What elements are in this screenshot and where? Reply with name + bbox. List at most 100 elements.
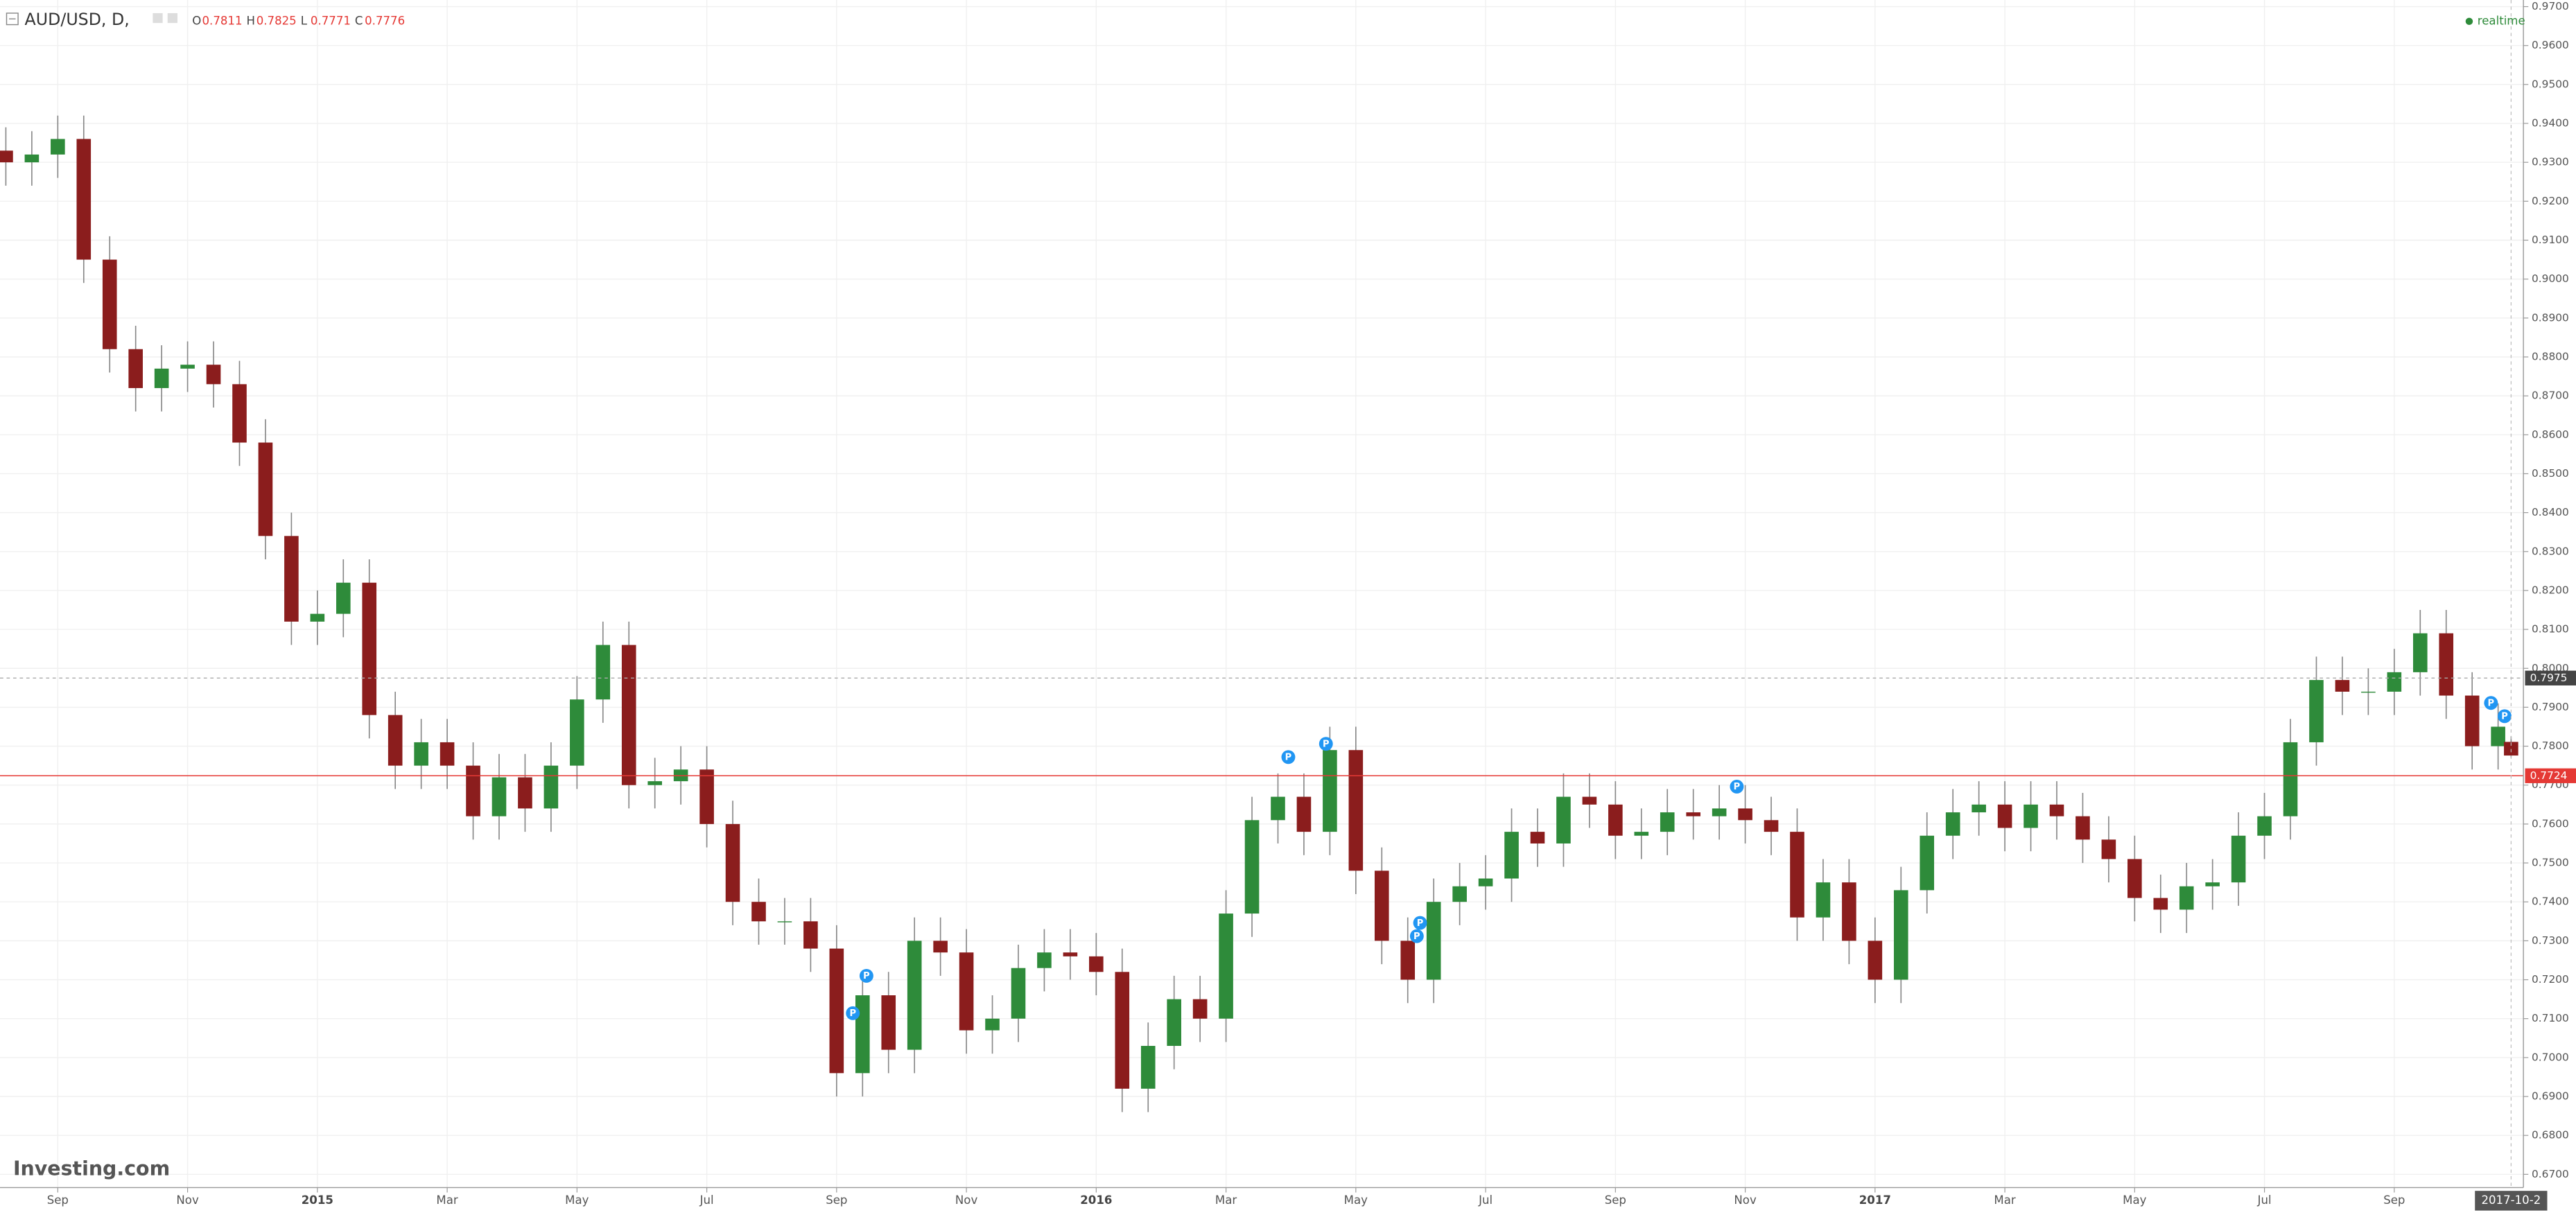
- candle-body: [1686, 812, 1700, 816]
- candle-body: [310, 613, 325, 622]
- candle-body: [2335, 680, 2350, 692]
- candle-body: [51, 139, 65, 155]
- candle-body: [1764, 820, 1779, 832]
- candle-body: [2101, 839, 2116, 859]
- candle-body: [699, 769, 714, 824]
- y-tick-label: 0.8500: [2532, 467, 2569, 480]
- candle-body: [1920, 835, 1935, 891]
- candle-body: [102, 259, 117, 349]
- y-tick-label: 0.7600: [2532, 817, 2569, 830]
- candle-body: [1608, 804, 1623, 836]
- candle-body: [1271, 796, 1285, 821]
- collapse-button[interactable]: [6, 12, 19, 26]
- close-button[interactable]: [167, 12, 177, 24]
- candle-body: [518, 777, 532, 809]
- candle-body: [2412, 633, 2428, 672]
- event-marker-label: P: [2488, 698, 2495, 708]
- candle-body: [1738, 808, 1752, 821]
- candle-body: [1504, 832, 1519, 879]
- candle-body: [570, 699, 584, 766]
- event-marker-label: P: [849, 1008, 856, 1019]
- candle-body: [2049, 804, 2064, 816]
- candle-body: [803, 921, 818, 949]
- candle-body: [1063, 952, 1078, 956]
- candle-body: [206, 365, 221, 385]
- y-tick-label: 0.8300: [2532, 545, 2569, 557]
- y-tick-label: 0.7000: [2532, 1051, 2569, 1063]
- candle-body: [1192, 999, 1208, 1019]
- candle-body: [2205, 882, 2220, 886]
- price-label: 0.7975: [2530, 672, 2568, 684]
- candle-body: [336, 582, 351, 614]
- y-tick-label: 0.8200: [2532, 584, 2569, 596]
- ohlc-key: L: [301, 14, 308, 27]
- x-tick-label: 2017: [1859, 1194, 1891, 1207]
- candle-body: [2153, 898, 2168, 910]
- y-tick-label: 0.9500: [2532, 78, 2569, 90]
- event-marker[interactable]: [2484, 696, 2498, 710]
- y-tick-label: 0.8700: [2532, 390, 2569, 402]
- ohlc-legend: O 0.7811 H 0.7825 L 0.7771 C 0.7776: [192, 14, 405, 27]
- y-tick-label: 0.9200: [2532, 195, 2569, 207]
- candle-body: [388, 715, 403, 766]
- event-marker-label: P: [1417, 918, 1424, 929]
- candle-body: [1426, 902, 1441, 980]
- candle-body: [1634, 832, 1649, 836]
- y-tick-label: 0.9600: [2532, 39, 2569, 51]
- event-marker[interactable]: [859, 968, 873, 983]
- candle-body: [855, 995, 870, 1074]
- candle-body: [1660, 812, 1675, 832]
- candle-body: [1997, 804, 2012, 828]
- x-tick-label: Jul: [1478, 1194, 1492, 1207]
- candle-body: [1348, 750, 1364, 871]
- candle-body: [1244, 820, 1260, 914]
- candle-body: [76, 139, 92, 260]
- ohlc-value: 0.7825: [256, 14, 297, 27]
- y-tick-label: 0.7200: [2532, 973, 2569, 986]
- y-tick-label: 0.8400: [2532, 506, 2569, 518]
- event-marker-label: P: [1734, 782, 1741, 792]
- x-tick-label: Mar: [1994, 1194, 2015, 1207]
- y-tick-label: 0.7400: [2532, 895, 2569, 908]
- candle-body: [595, 645, 611, 700]
- candle-body: [881, 995, 896, 1050]
- candle-body: [180, 365, 195, 369]
- price-label: 0.7724: [2530, 769, 2568, 782]
- event-marker-label: P: [863, 971, 870, 981]
- event-marker[interactable]: [2498, 709, 2512, 724]
- x-tick-label: Jul: [699, 1194, 714, 1207]
- x-tick-label: Nov: [1734, 1194, 1757, 1207]
- candle-body: [128, 349, 143, 388]
- x-tick-label: Mar: [1215, 1194, 1237, 1207]
- event-marker[interactable]: [1413, 916, 1427, 930]
- candle-body: [751, 902, 766, 922]
- event-marker[interactable]: [1409, 929, 1424, 943]
- axes: 0.6700 0.6800 0.6900 0.7000 0.7100 0.7200 0.73…: [47, 0, 2576, 1211]
- date-label: 2017-10-2: [2481, 1194, 2541, 1207]
- candle-body: [491, 777, 507, 816]
- candle-body: [1530, 832, 1545, 843]
- settings-button[interactable]: [153, 12, 163, 24]
- event-marker[interactable]: [846, 1006, 860, 1020]
- candle-body: [2439, 633, 2454, 696]
- candle-body: [1167, 999, 1181, 1047]
- candle-body: [2504, 742, 2518, 756]
- ohlc-key: H: [246, 14, 254, 27]
- event-marker[interactable]: [1281, 750, 1296, 764]
- candle-body: [466, 765, 480, 816]
- y-tick-label: 0.7100: [2532, 1012, 2569, 1024]
- y-tick-label: 0.8800: [2532, 350, 2569, 362]
- event-marker[interactable]: [1319, 737, 1333, 751]
- y-tick-label: 0.8900: [2532, 311, 2569, 324]
- x-tick-label: 2016: [1080, 1194, 1112, 1207]
- price-label-box: [2525, 670, 2576, 685]
- event-marker[interactable]: [1730, 780, 1744, 794]
- candle-body: [284, 536, 299, 622]
- candle-body: [1868, 941, 1883, 980]
- status: realtime: [2478, 14, 2525, 27]
- candle-body: [154, 368, 169, 388]
